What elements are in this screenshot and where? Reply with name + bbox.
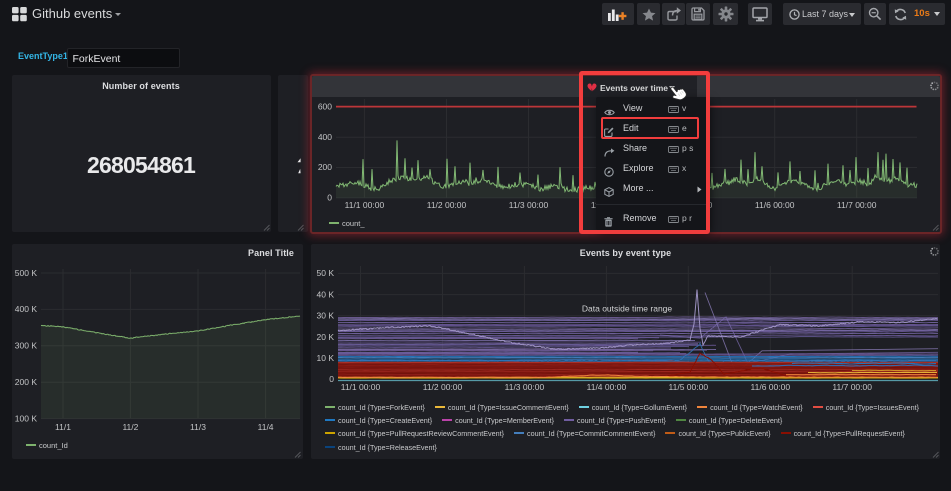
- svg-text:11/4: 11/4: [258, 422, 274, 432]
- svg-text:11/3: 11/3: [190, 422, 206, 432]
- svg-text:11/7 00:00: 11/7 00:00: [837, 200, 877, 210]
- svg-text:0: 0: [327, 193, 332, 203]
- svg-text:Data outside time range: Data outside time range: [582, 304, 673, 314]
- svg-text:11/2 00:00: 11/2 00:00: [427, 200, 467, 210]
- svg-text:11/1: 11/1: [55, 422, 71, 432]
- svg-text:11/2 00:00: 11/2 00:00: [423, 382, 463, 392]
- svg-text:11/6 00:00: 11/6 00:00: [751, 382, 791, 392]
- svg-text:50 K: 50 K: [317, 268, 335, 278]
- svg-text:11/5 00:00: 11/5 00:00: [669, 382, 709, 392]
- svg-text:11/2: 11/2: [122, 422, 138, 432]
- svg-text:30 K: 30 K: [317, 311, 335, 321]
- svg-text:11/3 00:00: 11/3 00:00: [509, 200, 549, 210]
- svg-text:11/1 00:00: 11/1 00:00: [345, 200, 385, 210]
- svg-text:100 K: 100 K: [15, 413, 38, 423]
- svg-text:11/1 00:00: 11/1 00:00: [341, 382, 381, 392]
- svg-text:400 K: 400 K: [15, 304, 38, 314]
- svg-text:11/6 00:00: 11/6 00:00: [755, 200, 795, 210]
- svg-text:40 K: 40 K: [317, 289, 335, 299]
- svg-text:600: 600: [318, 101, 332, 111]
- svg-text:11/3 00:00: 11/3 00:00: [505, 382, 545, 392]
- svg-text:11/4 00:00: 11/4 00:00: [587, 382, 627, 392]
- svg-text:200: 200: [318, 162, 332, 172]
- svg-text:400: 400: [318, 132, 332, 142]
- svg-text:500 K: 500 K: [15, 268, 38, 278]
- svg-text:200 K: 200 K: [15, 377, 38, 387]
- svg-text:20 K: 20 K: [317, 332, 335, 342]
- svg-text:11/7 00:00: 11/7 00:00: [832, 382, 872, 392]
- svg-text:300 K: 300 K: [15, 341, 38, 351]
- svg-text:0: 0: [329, 374, 334, 384]
- svg-text:10 K: 10 K: [317, 353, 335, 363]
